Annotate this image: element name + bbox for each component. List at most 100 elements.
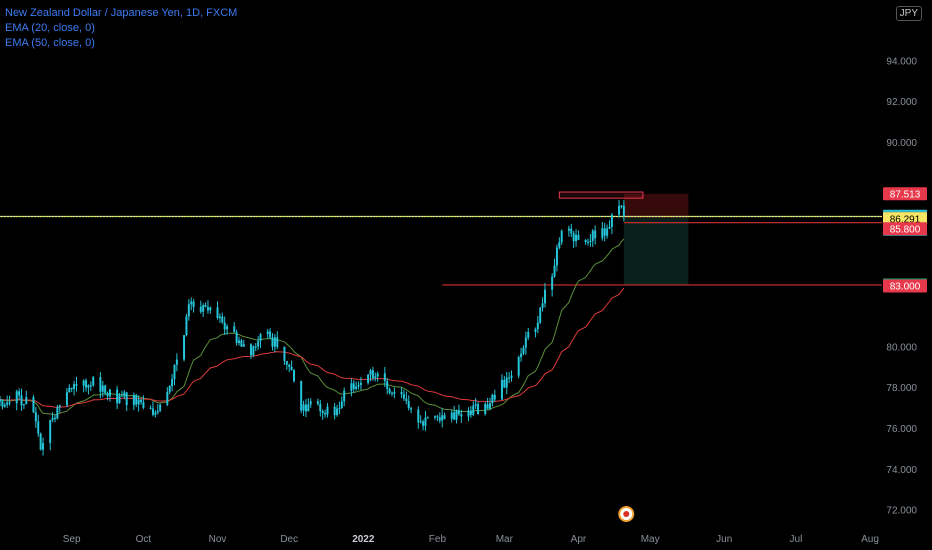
candle [386,377,389,395]
candle [235,329,238,346]
candle-body [484,404,487,414]
candle-body [388,389,391,393]
candle [601,221,604,241]
candle [51,412,54,423]
candle-body [560,230,563,243]
candle-body [520,353,523,358]
price-label-text: 87.513 [890,189,921,200]
candle [608,220,611,230]
candle-body [293,370,295,382]
candle [477,401,480,415]
candle [216,301,219,320]
candle-body [407,401,410,409]
candle [252,345,255,358]
candle-body [391,392,393,394]
indicator-ema20-label[interactable]: EMA (20, close, 0) [5,22,95,34]
candle [524,331,527,355]
candle [154,410,157,418]
candle-body [108,389,111,397]
y-tick-label: 74.000 [886,465,917,476]
candle-body [555,247,558,266]
candle-body [206,306,209,311]
candle [472,401,475,417]
candle [269,328,272,340]
candle-body [1,399,4,407]
candle-body [249,344,252,356]
candle [606,224,609,239]
candle [56,404,59,420]
candle [324,409,327,418]
candle-body [326,406,329,415]
candle [290,360,293,371]
candle-body [199,306,202,312]
candle [65,387,68,408]
candle-body [453,412,456,420]
candle-body [166,392,169,405]
x-tick-label: Aug [861,534,879,545]
candle-body [594,230,597,239]
candle [508,371,511,384]
candle-body [85,380,88,388]
candle [159,403,162,413]
candle-body [149,407,152,409]
candle-body [333,406,336,416]
candle-body [87,385,90,388]
candle-body [226,326,229,330]
candle [455,409,458,424]
candle-body [92,377,95,386]
candle-body [190,301,193,305]
candle [489,397,491,411]
candle [560,229,563,245]
price-label-text: 85.800 [890,224,921,235]
candle [391,391,393,397]
candle [218,313,221,323]
candle [584,239,587,245]
candle [434,415,437,420]
candle-body [441,415,444,421]
candle [18,388,21,400]
candle [589,233,592,247]
candle-body [132,395,135,406]
candle-body [477,404,480,414]
candle-body [393,391,396,394]
candle-body [541,303,544,308]
currency-badge[interactable]: JPY [895,6,922,21]
candle [316,398,319,406]
position-target-zone [623,218,689,285]
candle-body [503,379,506,388]
candle [333,403,336,420]
indicator-ema50-label[interactable]: EMA (50, close, 0) [5,37,95,49]
candle [520,347,523,362]
candle-body [271,337,274,347]
candle-body [49,419,52,443]
candle-body [34,412,37,422]
candle [469,405,472,418]
candle-body [369,370,372,375]
candle [517,355,520,379]
price-label-bg [883,279,927,293]
candle-body [106,392,109,397]
candle [603,222,606,242]
candle-body [116,389,119,404]
candle-body [101,385,104,392]
symbol-title[interactable]: New Zealand Dollar / Japanese Yen, 1D, F… [5,7,238,19]
candle [156,404,159,415]
ema-line-50 [0,287,625,408]
candle-body [357,384,360,387]
candle-body [419,421,422,423]
candle-body [22,404,25,406]
candle-body [252,346,255,356]
candle-body [56,407,59,419]
candle [551,273,554,297]
candle [149,405,152,410]
candle [259,333,262,348]
y-tick-label: 80.000 [886,342,917,353]
candle-body [15,391,18,404]
candle [266,329,269,339]
candle [457,404,460,416]
candle-body [587,241,589,243]
candle [125,391,128,412]
candle-body [522,347,525,354]
